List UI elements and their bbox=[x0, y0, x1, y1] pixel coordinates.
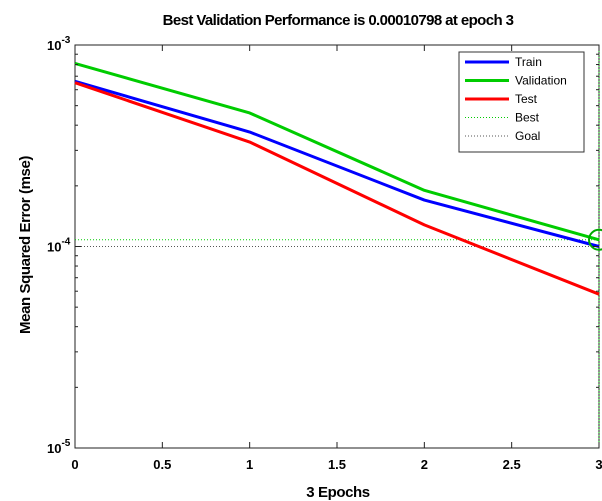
y-tick-exponent: -3 bbox=[61, 35, 70, 46]
x-tick-label: 0 bbox=[71, 457, 78, 472]
x-tick-label: 1 bbox=[246, 457, 253, 472]
legend-label-test: Test bbox=[515, 92, 538, 106]
x-tick-label: 3 bbox=[595, 457, 602, 472]
y-tick-exponent: -4 bbox=[61, 237, 70, 248]
legend-label-goal: Goal bbox=[515, 129, 540, 143]
x-tick-label: 0.5 bbox=[153, 457, 171, 472]
legend-label-train: Train bbox=[515, 55, 542, 69]
y-tick-label: 10-4 bbox=[47, 237, 71, 255]
chart-title: Best Validation Performance is 0.0001079… bbox=[163, 12, 514, 29]
y-axis-label: Mean Squared Error (mse) bbox=[17, 156, 34, 334]
y-tick-base: 10 bbox=[47, 441, 61, 456]
y-tick-base: 10 bbox=[47, 38, 61, 53]
y-tick-exponent: -5 bbox=[61, 438, 70, 449]
x-tick-label: 2 bbox=[421, 457, 428, 472]
x-tick-label: 1.5 bbox=[328, 457, 346, 472]
y-tick-base: 10 bbox=[47, 240, 61, 255]
legend: Train Validation Test Best Goal bbox=[459, 52, 584, 152]
x-axis-label: 3 Epochs bbox=[306, 484, 370, 501]
y-tick-label: 10-3 bbox=[47, 35, 71, 53]
legend-label-validation: Validation bbox=[515, 74, 567, 88]
legend-label-best: Best bbox=[515, 111, 540, 125]
x-tick-label: 2.5 bbox=[503, 457, 521, 472]
y-tick-label: 10-5 bbox=[47, 438, 71, 456]
